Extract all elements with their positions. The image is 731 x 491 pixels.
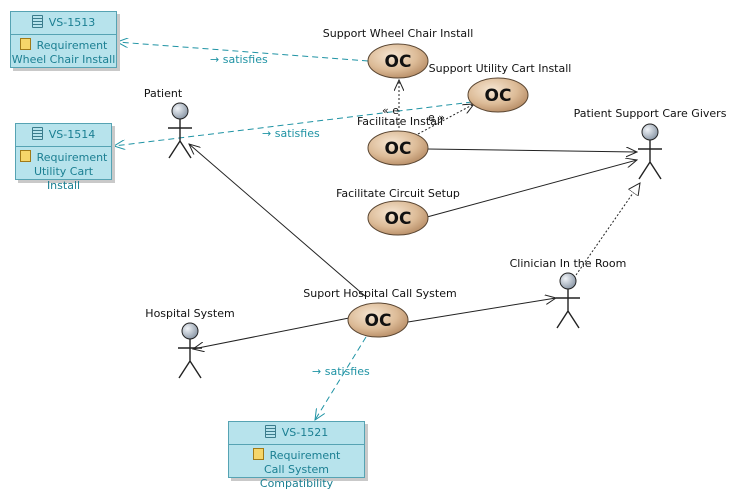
use-case-label: Facilitate Circuit Setup [336, 187, 460, 200]
satisfies-label-call: → satisfies [312, 365, 370, 378]
actor-label: Patient [144, 87, 183, 100]
link-facilitate-caregivers[interactable] [426, 149, 637, 152]
actor-icon [171, 102, 189, 120]
requirement-type-icon [19, 150, 31, 162]
requirement-id-icon [264, 425, 276, 438]
oc-icon: OC [385, 139, 412, 159]
requirement-id-icon [31, 15, 43, 28]
extend-label-right: e » [428, 111, 445, 124]
actor-icon [181, 322, 199, 340]
satisfies-link-wheel[interactable] [117, 42, 369, 62]
requirement-id: VS-1514 [48, 128, 96, 141]
requirement-name: Call System Compatibility [259, 463, 334, 490]
oc-icon: OC [365, 311, 392, 331]
requirement-type-icon [252, 448, 264, 460]
requirement-vs-1521[interactable]: VS-1521 Requirement Call System Compatib… [228, 421, 365, 490]
link-circuit-caregivers[interactable] [426, 160, 637, 218]
use-case-label: Facilitate Install [357, 115, 443, 128]
requirement-name: Utility Cart Install [33, 165, 94, 192]
satisfies-link-cart[interactable] [114, 101, 473, 146]
requirement-name: Wheel Chair Install [11, 53, 116, 66]
actor-icon [559, 272, 577, 290]
use-case-circuit-setup[interactable]: OC Facilitate Circuit Setup [336, 187, 460, 236]
actor-hospital-system[interactable]: Hospital System [145, 307, 235, 379]
requirement-id-icon [31, 127, 43, 140]
actor-care-givers[interactable]: Patient Support Care Givers [574, 107, 727, 180]
use-case-label: Support Utility Cart Install [429, 62, 572, 75]
generalization-clinician-caregivers[interactable] [575, 183, 640, 276]
requirement-stereotype: Requirement [36, 39, 108, 52]
requirement-vs-1513[interactable]: VS-1513 Requirement Wheel Chair Install [10, 11, 117, 68]
actor-clinician[interactable]: Clinician In the Room [510, 257, 627, 329]
satisfies-label-cart: → satisfies [262, 127, 320, 140]
requirement-vs-1514[interactable]: VS-1514 Requirement Utility Cart Install [15, 123, 112, 192]
requirement-id: VS-1513 [48, 16, 96, 29]
requirement-stereotype: Requirement [269, 449, 341, 462]
use-case-hospital-call[interactable]: OC Suport Hospital Call System [303, 287, 457, 338]
requirement-type-icon [19, 38, 31, 50]
satisfies-label-wheel: → satisfies [210, 53, 268, 66]
use-case-facilitate-install[interactable]: OC Facilitate Install [357, 115, 443, 166]
satisfies-link-call[interactable] [315, 336, 367, 420]
extend-facilitate-cart[interactable] [417, 104, 474, 135]
actor-icon [641, 123, 659, 141]
requirement-stereotype: Requirement [36, 151, 108, 164]
link-call-clinician[interactable] [407, 298, 556, 323]
oc-icon: OC [385, 52, 412, 72]
actor-label: Patient Support Care Givers [574, 107, 727, 120]
link-call-patient[interactable] [189, 144, 366, 297]
oc-icon: OC [385, 209, 412, 229]
oc-icon: OC [485, 86, 512, 106]
link-call-hospital[interactable] [193, 317, 350, 349]
use-case-utility-cart[interactable]: OC Support Utility Cart Install [429, 62, 572, 113]
requirement-id: VS-1521 [281, 426, 329, 439]
use-case-label: Suport Hospital Call System [303, 287, 456, 300]
relation-labels: → satisfies → satisfies → satisfies « e … [210, 53, 445, 378]
use-case-label: Support Wheel Chair Install [323, 27, 474, 40]
connector-lines [114, 42, 640, 420]
actor-patient[interactable]: Patient [144, 87, 192, 159]
actor-label: Clinician In the Room [510, 257, 627, 270]
extend-label-left: « e [382, 104, 399, 117]
actor-label: Hospital System [145, 307, 234, 320]
use-case-wheel-chair[interactable]: OC Support Wheel Chair Install [323, 27, 474, 79]
